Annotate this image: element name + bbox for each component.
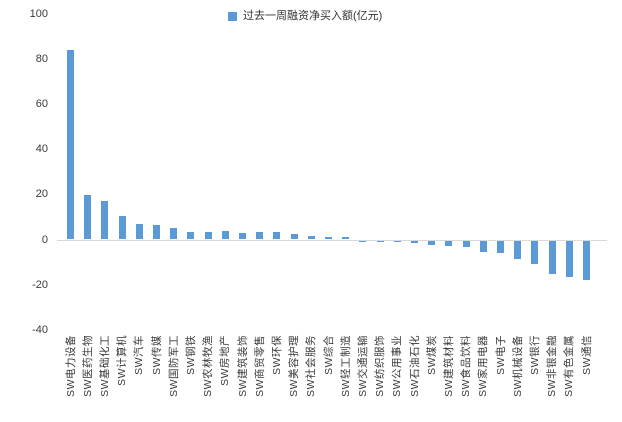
x-axis-category-label: SW公用事业 bbox=[391, 335, 404, 397]
bar bbox=[428, 240, 436, 245]
y-axis-tick-label: 80 bbox=[35, 52, 48, 65]
bar bbox=[342, 237, 350, 240]
bar bbox=[479, 240, 487, 253]
x-axis-category-label: SW国防军工 bbox=[167, 335, 180, 397]
x-axis-category-label: SW有色金属 bbox=[563, 335, 576, 397]
bar bbox=[101, 200, 109, 240]
x-axis-category-label: SW电力设备 bbox=[64, 335, 77, 397]
x-axis-category-label: SW轻工制造 bbox=[339, 335, 352, 397]
legend-label: 过去一周融资净买入额(亿元) bbox=[243, 10, 383, 22]
x-axis-category-label: SW非银金融 bbox=[546, 335, 559, 397]
legend: 过去一周融资净买入额(亿元) bbox=[228, 10, 382, 23]
x-axis-category-label: SW商贸零售 bbox=[253, 335, 266, 397]
x-axis-zero-line bbox=[57, 239, 607, 241]
x-axis-category-label: SW综合 bbox=[322, 335, 335, 375]
x-axis-category-label: SW钢铁 bbox=[184, 335, 197, 375]
y-axis-tick-label: 20 bbox=[35, 188, 48, 201]
x-axis-category-label: SW石油石化 bbox=[408, 335, 421, 397]
x-axis-category-label: SW环保 bbox=[270, 335, 283, 375]
x-axis-category-label: SW房地产 bbox=[219, 335, 232, 386]
x-axis-category-label: SW交通运输 bbox=[356, 335, 369, 397]
x-axis-category-label: SW电子 bbox=[494, 335, 507, 375]
bar bbox=[84, 195, 92, 240]
x-axis-category-label: SW美容护理 bbox=[288, 335, 301, 397]
x-axis-category-label: SW通信 bbox=[580, 335, 593, 375]
x-axis-category-label: SW建筑装饰 bbox=[236, 335, 249, 397]
y-axis-tick-label: 60 bbox=[35, 97, 48, 110]
bar bbox=[187, 231, 195, 240]
y-axis-tick-label: -20 bbox=[32, 278, 48, 291]
x-axis-category-label: SW纺织服饰 bbox=[374, 335, 387, 397]
bar bbox=[204, 231, 212, 240]
bar bbox=[118, 215, 126, 240]
x-axis-category-label: SW机械设备 bbox=[511, 335, 524, 397]
bar bbox=[411, 240, 418, 243]
x-axis-category-label: SW农林牧渔 bbox=[202, 335, 215, 397]
bar bbox=[514, 240, 522, 259]
y-axis-tick-label: 100 bbox=[29, 7, 48, 20]
legend-swatch-icon bbox=[228, 12, 237, 21]
bar bbox=[497, 240, 504, 253]
x-axis-category-label: SW计算机 bbox=[116, 335, 129, 386]
y-axis-tick-label: 40 bbox=[35, 143, 48, 156]
bar bbox=[239, 232, 246, 240]
bar bbox=[548, 240, 556, 275]
x-axis-category-label: SW家用电器 bbox=[477, 335, 490, 397]
bar bbox=[307, 235, 315, 240]
bar bbox=[393, 240, 401, 243]
bar bbox=[325, 237, 332, 240]
x-axis-category-label: SW传媒 bbox=[150, 335, 163, 375]
bar bbox=[565, 240, 573, 278]
x-axis-category-label: SW汽车 bbox=[133, 335, 146, 375]
x-axis-category-label: SW食品饮料 bbox=[460, 335, 473, 397]
bar bbox=[170, 227, 178, 240]
bar bbox=[67, 50, 74, 240]
x-axis-category-label: SW建筑材料 bbox=[442, 335, 455, 397]
x-axis-category-label: SW医药生物 bbox=[81, 335, 94, 397]
bar bbox=[376, 240, 384, 243]
x-axis-category-label: SW社会服务 bbox=[305, 335, 318, 397]
bar bbox=[445, 240, 453, 246]
bar bbox=[273, 232, 281, 240]
bar bbox=[531, 240, 539, 264]
bar bbox=[462, 240, 470, 247]
x-axis-category-label: SW基础化工 bbox=[98, 335, 111, 397]
bar bbox=[256, 232, 264, 240]
bar bbox=[583, 240, 590, 281]
bar bbox=[153, 225, 160, 240]
y-axis-tick-label: -40 bbox=[32, 323, 48, 336]
bar bbox=[221, 231, 229, 240]
y-axis-tick-label: 0 bbox=[41, 233, 48, 246]
x-axis-category-label: SW煤炭 bbox=[425, 335, 438, 375]
bar bbox=[135, 224, 143, 240]
bar bbox=[290, 234, 298, 240]
x-axis-category-label: SW银行 bbox=[528, 335, 541, 375]
